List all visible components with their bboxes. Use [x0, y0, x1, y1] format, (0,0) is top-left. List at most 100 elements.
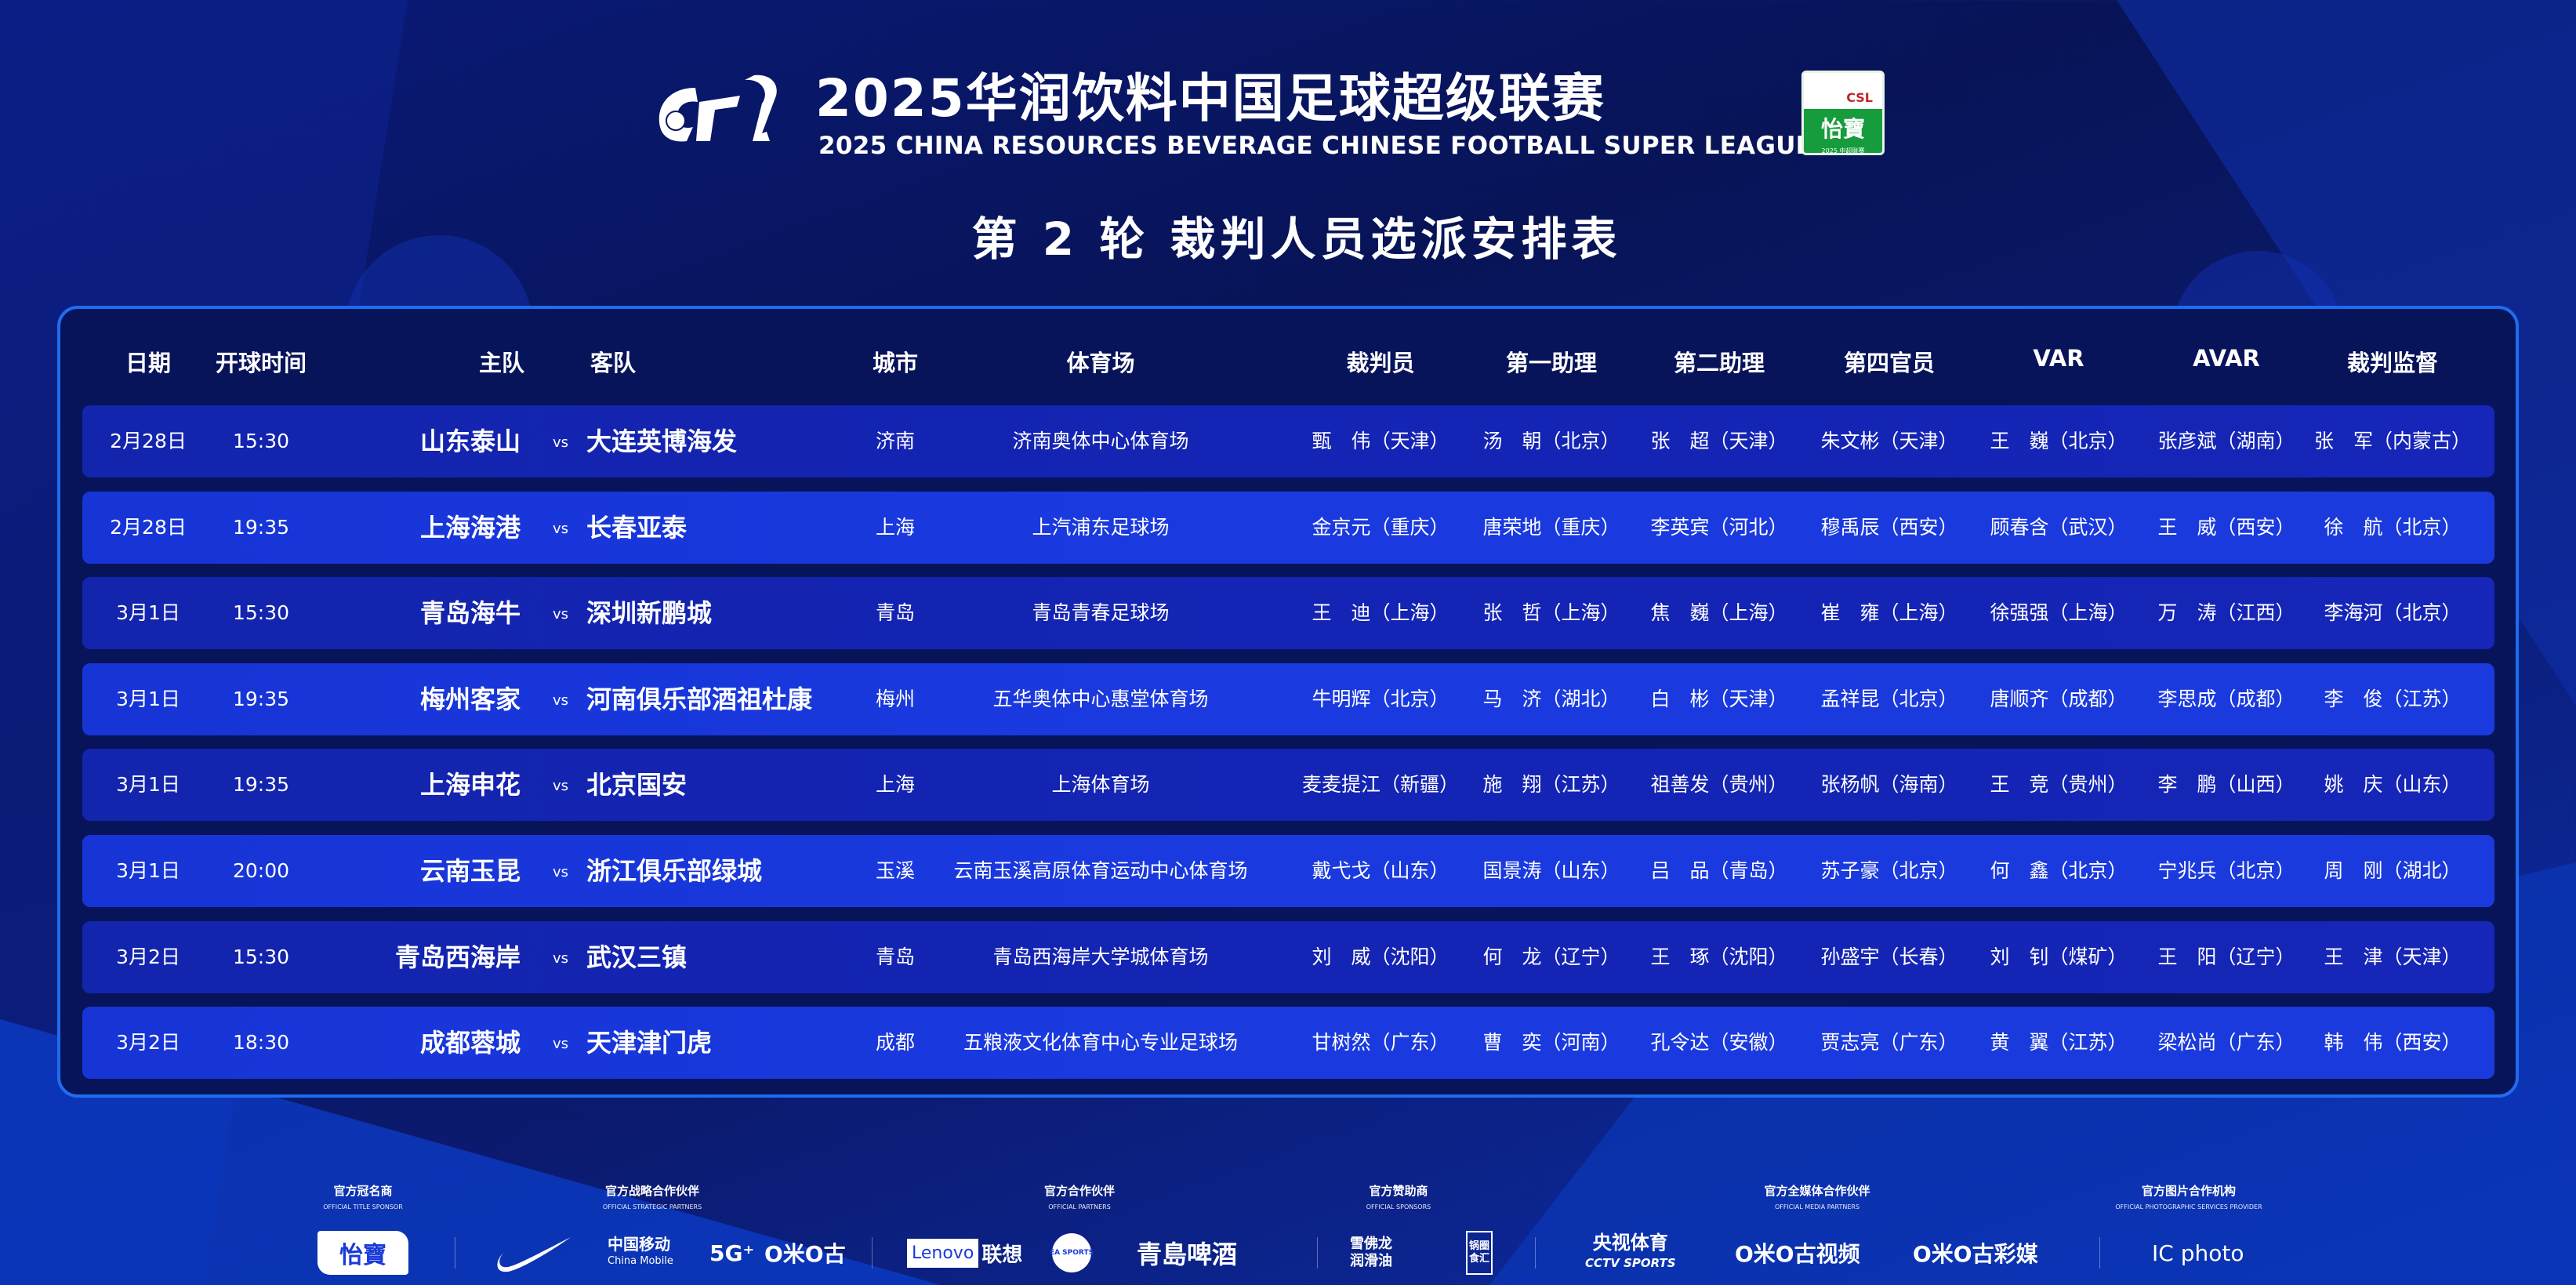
- yibao-logo: 怡寶: [317, 1231, 408, 1275]
- cell-avar: 李 鹏（山西）: [2157, 773, 2295, 797]
- cell-date: 3月1日: [116, 601, 180, 625]
- cell-referee: 甘树然（广东）: [1312, 1031, 1449, 1054]
- cell-ar2: 白 彬（天津）: [1650, 687, 1788, 710]
- round-title: 第 2 轮 裁判人员选派安排表: [971, 212, 1622, 266]
- sponsor-category-en: OFFICIAL SPONSORS: [1366, 1203, 1431, 1211]
- cell-supervisor: 周 刚（湖北）: [2324, 859, 2462, 882]
- home-team: 云南玉昆: [419, 856, 521, 886]
- cell-stadium: 青岛青春足球场: [1032, 601, 1170, 625]
- home-team: 梅州客家: [419, 684, 521, 714]
- cell-ar2: 李英宾（河北）: [1650, 515, 1788, 539]
- cell-stadium: 济南奥体中心体育场: [1012, 430, 1189, 452]
- away-team: 深圳新鹏城: [586, 598, 713, 629]
- cell-ar1: 何 龙（辽宁）: [1482, 945, 1620, 968]
- cell-avar: 王 威（西安）: [2157, 515, 2295, 539]
- migu-logo: O米O古: [764, 1241, 846, 1267]
- cell-time: 15:30: [232, 430, 290, 452]
- cctv-cn: 央视体育: [1592, 1232, 1668, 1254]
- vs-label: vs: [552, 1036, 569, 1053]
- cell-supervisor: 韩 伟（西安）: [2324, 1031, 2462, 1054]
- sponsor-category-cn: 官方全媒体合作伙伴: [1764, 1184, 1870, 1198]
- cell-city: 成都: [875, 1031, 916, 1054]
- csl-badge-top: CSL: [1846, 90, 1873, 105]
- cctv-sports-logo: 央视体育 CCTV SPORTS: [1585, 1231, 1676, 1275]
- cell-fourth: 崔 雍（上海）: [1820, 601, 1958, 625]
- cell-ar1: 张 哲（上海）: [1482, 601, 1620, 625]
- cell-stadium: 五粮液文化体育中心专业足球场: [963, 1031, 1239, 1054]
- cell-date: 3月1日: [116, 859, 180, 882]
- sponsor-category-en: OFFICIAL STRATEGIC PARTNERS: [602, 1203, 702, 1211]
- cell-ar2: 王 琢（沈阳）: [1650, 945, 1788, 968]
- cell-stadium: 青岛西海岸大学城体育场: [992, 945, 1209, 968]
- cell-ar1: 国景涛（山东）: [1482, 859, 1620, 882]
- cell-referee: 戴弋戈（山东）: [1312, 859, 1449, 882]
- vs-label: vs: [552, 864, 569, 880]
- vs-label: vs: [552, 434, 569, 451]
- cell-time: 15:30: [232, 945, 290, 968]
- csl-badge: CSL 怡寶 2025 中超联赛: [1801, 71, 1885, 155]
- column-header-assistant-2: 第二助理: [1673, 350, 1765, 376]
- cfl-logo: [659, 74, 777, 142]
- table-row: 3月1日 19:35 上海 上海体育场 麦麦提江（新疆） 施 翔（江苏） 祖善发（贵州） 张杨…: [82, 749, 2494, 822]
- cell-avar: 王 阳（辽宁）: [2157, 945, 2295, 968]
- cctv-en: CCTV SPORTS: [1585, 1256, 1676, 1270]
- cell-var: 顾春含（武汉）: [1990, 515, 2128, 539]
- cell-var: 王 竞（贵州）: [1990, 773, 2128, 797]
- cell-city: 梅州: [875, 687, 916, 710]
- column-header-home-team: 主队: [478, 350, 525, 376]
- cell-time: 15:30: [232, 601, 290, 625]
- cell-referee: 刘 威（沈阳）: [1312, 945, 1449, 968]
- home-team: 青岛海牛: [419, 598, 521, 629]
- cell-stadium: 云南玉溪高原体育运动中心体育场: [953, 859, 1248, 882]
- away-team: 武汉三镇: [586, 942, 688, 972]
- column-header-fourth-official: 第四官员: [1843, 350, 1936, 376]
- sponsor-category-en: OFFICIAL MEDIA PARTNERS: [1774, 1203, 1860, 1211]
- table-row: 3月2日 18:30 成都 五粮液文化体育中心专业足球场 甘树然（广东） 曹 奕（河南） 孔…: [82, 1007, 2494, 1080]
- home-team: 山东泰山: [419, 427, 521, 456]
- cell-supervisor: 徐 航（北京）: [2324, 515, 2462, 539]
- sponsor-category-en: OFFICIAL TITLE SPONSOR: [323, 1203, 403, 1211]
- away-team: 天津津门虎: [586, 1028, 713, 1058]
- sponsor-category-cn: 官方合作伙伴: [1043, 1184, 1116, 1198]
- sponsor-category-cn: 官方冠名商: [333, 1184, 393, 1198]
- lenovo-en: Lenovo: [907, 1238, 979, 1268]
- away-team: 浙江俱乐部绿城: [586, 856, 763, 886]
- cell-fourth: 孟祥昆（北京）: [1820, 687, 1958, 710]
- home-team: 上海海港: [419, 512, 521, 543]
- column-header-city: 城市: [872, 350, 919, 376]
- divider: [1535, 1237, 1536, 1269]
- cell-supervisor: 李海河（北京）: [2324, 601, 2462, 625]
- sponsor-category: 官方战略合作伙伴 OFFICIAL STRATEGIC PARTNERS: [603, 1182, 702, 1211]
- cell-ar1: 汤 朝（北京）: [1482, 430, 1620, 452]
- sponsor-category-en: OFFICIAL PARTNERS: [1048, 1203, 1111, 1211]
- cell-ar2: 祖善发（贵州）: [1650, 773, 1788, 797]
- lenovo-cn: 联想: [981, 1243, 1023, 1267]
- cell-referee: 麦麦提江（新疆）: [1301, 773, 1460, 797]
- home-team: 成都蓉城: [419, 1028, 521, 1058]
- china-mobile-cn: 中国移动: [608, 1235, 670, 1254]
- cell-var: 徐强强（上海）: [1990, 601, 2128, 625]
- cell-date: 2月28日: [110, 430, 187, 452]
- cell-date: 3月1日: [116, 773, 180, 797]
- cell-stadium: 五华奥体中心惠堂体育场: [992, 687, 1209, 710]
- vs-label: vs: [552, 949, 569, 967]
- column-header-assistant-1: 第一助理: [1505, 350, 1598, 376]
- cell-supervisor: 张 军（内蒙古）: [2313, 430, 2472, 452]
- china-mobile-logo: 中国移动 China Mobile: [608, 1231, 673, 1275]
- cell-time: 20:00: [232, 859, 290, 882]
- cell-ar2: 孔令达（安徽）: [1650, 1031, 1788, 1054]
- cell-var: 黄 翼（江苏）: [1990, 1031, 2128, 1054]
- sponsor-category-cn: 官方战略合作伙伴: [604, 1184, 699, 1198]
- divider: [872, 1237, 873, 1269]
- cell-stadium: 上海体育场: [1051, 773, 1150, 797]
- cell-ar1: 唐荣地（重庆）: [1482, 515, 1620, 539]
- cell-avar: 梁松尚（广东）: [2157, 1031, 2295, 1054]
- cell-time: 19:35: [232, 773, 290, 797]
- column-header-var: VAR: [2033, 345, 2084, 372]
- cell-var: 何 鑫（北京）: [1990, 859, 2128, 882]
- column-header-away-team: 客队: [590, 350, 637, 376]
- tsingtao-logo: 青島啤酒: [1137, 1240, 1238, 1269]
- sponsor-category: 官方图片合作机构 OFFICIAL PHOTOGRAPHIC SERVICES P…: [2115, 1182, 2262, 1211]
- cell-date: 3月2日: [116, 1031, 180, 1054]
- table-row: 2月28日 15:30 济南 济南奥体中心体育场 甄 伟（天津） 汤 朝（北京） 张 超（天…: [82, 405, 2494, 477]
